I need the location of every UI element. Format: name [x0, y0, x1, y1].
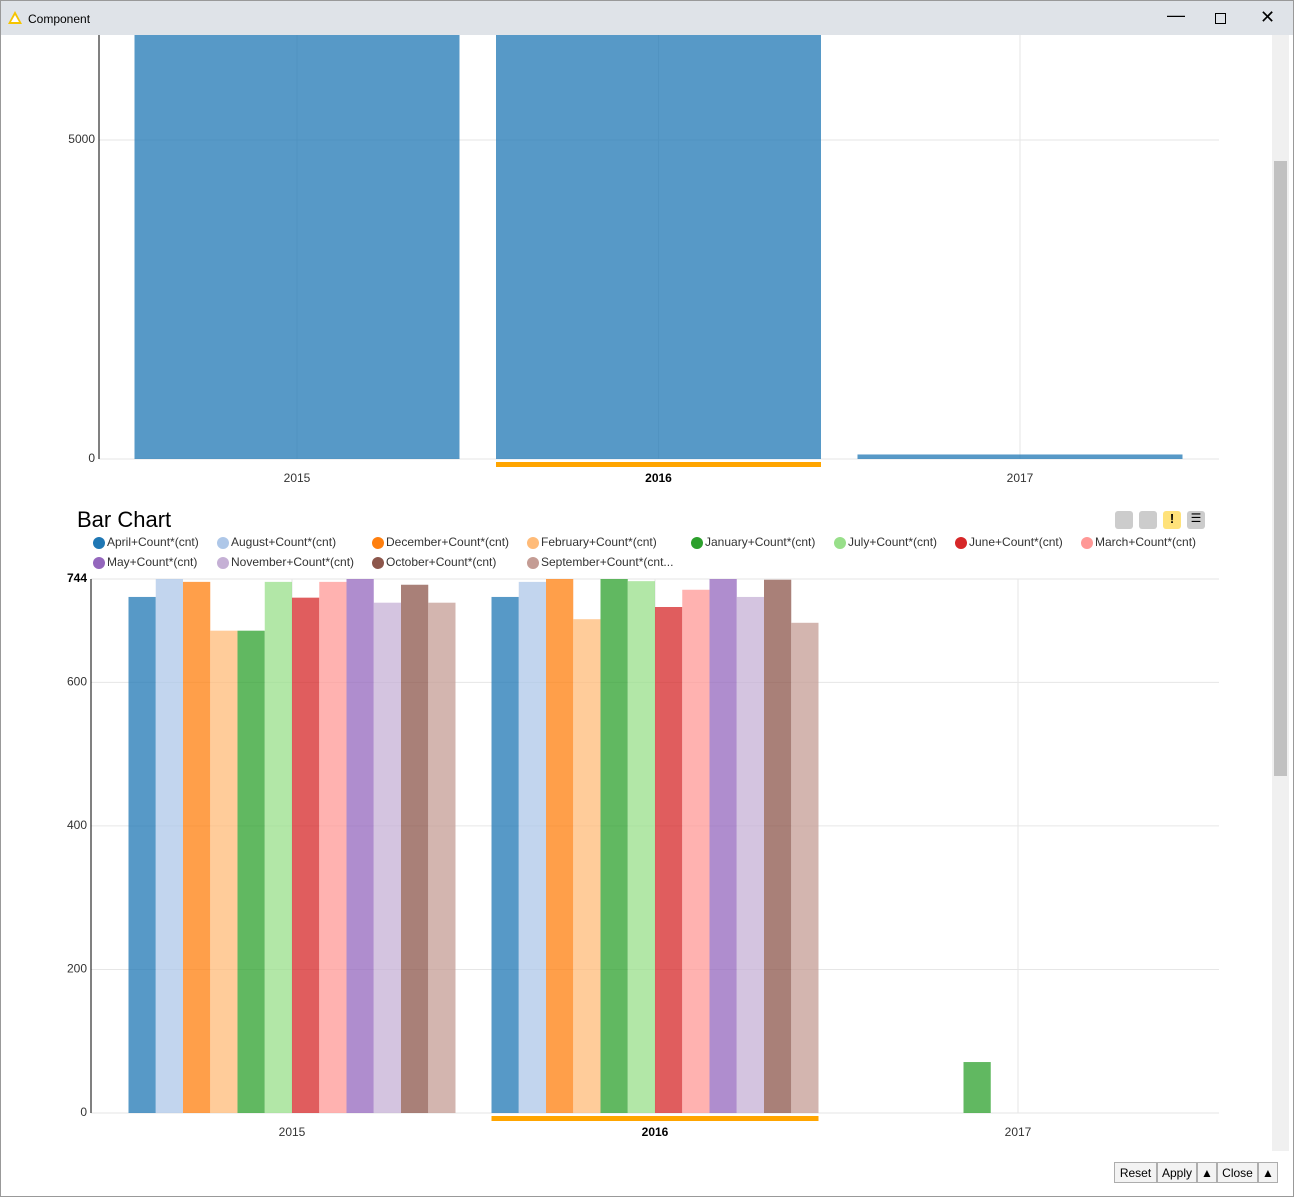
bar — [346, 579, 374, 1113]
close-menu[interactable]: ▲ — [1258, 1162, 1278, 1183]
apply-menu[interactable]: ▲ — [1197, 1162, 1217, 1183]
bar — [401, 584, 429, 1113]
bar — [496, 35, 821, 459]
charts: 0 5000 2015 2016 2017 0 200 400 600 744 2015 2016 20… — [67, 35, 1219, 1139]
y-tick-label: 0 — [88, 451, 95, 465]
y-tick-label: 5000 — [68, 132, 95, 146]
legend-swatch — [217, 557, 229, 569]
legend-label: December+Count*(cnt) — [386, 535, 509, 549]
bar — [546, 579, 574, 1113]
selection-marker — [496, 462, 821, 467]
bar — [736, 596, 764, 1113]
bar — [428, 602, 456, 1113]
x-tick-label: 2016 — [645, 471, 672, 485]
legend-swatch — [527, 537, 539, 549]
y-tick-label: 744 — [67, 571, 87, 585]
legend-label: April+Count*(cnt) — [107, 535, 199, 549]
legend-label: July+Count*(cnt) — [848, 535, 937, 549]
legend-label: May+Count*(cnt) — [107, 555, 197, 569]
legend-label: March+Count*(cnt) — [1095, 535, 1196, 549]
legend-swatch — [527, 557, 539, 569]
legend-label: June+Count*(cnt) — [969, 535, 1063, 549]
warning-button[interactable]: ! — [1163, 511, 1181, 529]
bar — [764, 579, 792, 1113]
close[interactable]: ✕ — [1260, 7, 1276, 27]
scroll-thumb[interactable] — [1274, 161, 1287, 776]
bar — [373, 602, 401, 1113]
legend-swatch — [834, 537, 846, 549]
legend-label: November+Count*(cnt) — [231, 555, 354, 569]
plot — [128, 579, 991, 1113]
window-title: Component — [28, 12, 91, 26]
x-tick-label: 2017 — [1005, 1125, 1032, 1139]
bar — [491, 596, 519, 1113]
close-button[interactable]: Close — [1217, 1162, 1258, 1183]
legend-label: August+Count*(cnt) — [231, 535, 336, 549]
menu-button[interactable]: ☰ — [1187, 511, 1205, 529]
bar — [600, 579, 628, 1113]
y-tick-label: 200 — [67, 962, 87, 976]
bar — [573, 619, 601, 1113]
bar — [292, 597, 320, 1113]
bar — [319, 581, 347, 1113]
legend-label: January+Count*(cnt) — [705, 535, 815, 549]
scrollbar[interactable] — [1272, 35, 1289, 1151]
bar — [627, 581, 655, 1113]
bar — [264, 581, 292, 1113]
bar — [237, 630, 265, 1113]
bar — [134, 35, 460, 460]
legend-swatch — [93, 557, 105, 569]
y-tick-label: 600 — [67, 675, 87, 689]
legend-swatch — [217, 537, 229, 549]
bar — [791, 622, 819, 1113]
bar — [963, 1062, 991, 1113]
chart-title: Bar Chart — [77, 507, 171, 532]
minimize[interactable]: — — [1167, 5, 1185, 25]
y-tick-label: 400 — [67, 818, 87, 832]
legend-swatch — [372, 537, 384, 549]
bar — [709, 579, 737, 1113]
legend-swatch — [1081, 537, 1093, 549]
selection-marker — [491, 1116, 819, 1121]
bar — [183, 581, 211, 1113]
app-icon — [8, 11, 22, 24]
legend-swatch — [372, 557, 384, 569]
bar — [128, 596, 156, 1113]
maximize[interactable] — [1215, 13, 1226, 24]
bar — [210, 630, 238, 1113]
bar — [518, 581, 546, 1113]
x-tick-label: 2015 — [279, 1125, 306, 1139]
tool-button[interactable] — [1115, 511, 1133, 529]
title-bar: Component — ✕ — [1, 1, 1293, 35]
bar — [682, 589, 710, 1113]
y-tick-label: 0 — [80, 1105, 87, 1119]
plot — [134, 35, 1183, 460]
legend-label: September+Count*(cnt... — [541, 555, 673, 569]
apply-button[interactable]: Apply — [1157, 1162, 1197, 1183]
x-tick-label: 2016 — [642, 1125, 669, 1139]
x-tick-label: 2017 — [1007, 471, 1034, 485]
legend-label: October+Count*(cnt) — [386, 555, 496, 569]
legend-label: February+Count*(cnt) — [541, 535, 657, 549]
legend-swatch — [955, 537, 967, 549]
bar — [857, 454, 1183, 459]
legend-swatch — [691, 537, 703, 549]
x-tick-label: 2015 — [284, 471, 311, 485]
bar — [155, 579, 183, 1113]
tool-button[interactable] — [1139, 511, 1157, 529]
legend-swatch — [93, 537, 105, 549]
reset-button[interactable]: Reset — [1114, 1162, 1157, 1183]
bar — [655, 606, 683, 1113]
